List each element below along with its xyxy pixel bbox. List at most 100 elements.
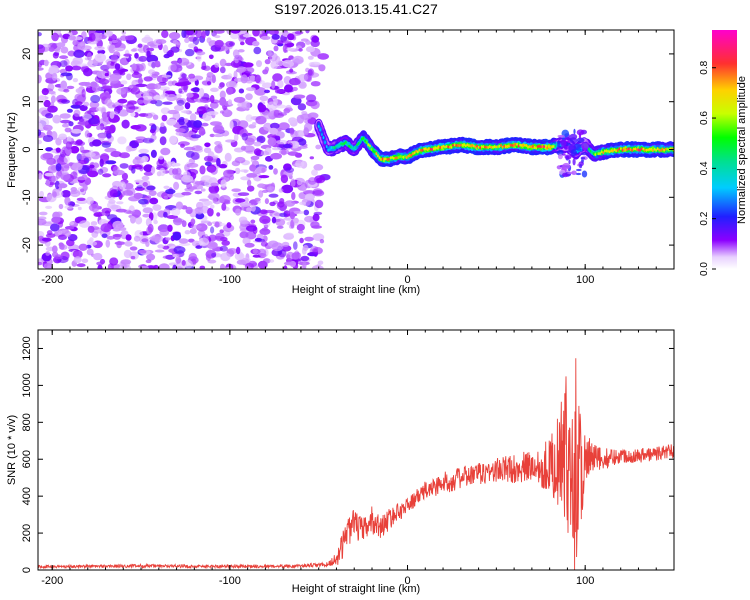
- ridge-cell: [466, 143, 469, 147]
- noise-blob: [236, 246, 241, 255]
- ridge-cell: [591, 150, 593, 154]
- noise-blob: [205, 254, 211, 261]
- ridge-cell: [599, 152, 601, 155]
- noise-blob: [202, 112, 212, 122]
- noise-blob: [188, 43, 196, 49]
- noise-blob: [226, 169, 234, 175]
- noise-blob: [109, 189, 118, 198]
- noise-blob: [219, 196, 225, 203]
- spectrogram-ytick-label: -20: [21, 237, 33, 253]
- ridge-scatter: [562, 162, 571, 170]
- noise-blob: [184, 48, 195, 57]
- noise-blob: [214, 39, 224, 48]
- noise-blob: [234, 167, 241, 175]
- noise-blob: [278, 249, 287, 258]
- ridge-cell: [623, 147, 625, 151]
- noise-blob: [48, 67, 59, 75]
- noise-blob: [227, 73, 233, 80]
- noise-blob: [247, 185, 255, 192]
- noise-blob: [58, 234, 67, 240]
- noise-blob: [150, 100, 158, 105]
- noise-blob: [86, 248, 94, 256]
- noise-blob: [283, 108, 291, 114]
- noise-blob: [250, 204, 256, 212]
- noise-blob: [101, 142, 112, 148]
- ridge-cell: [516, 142, 518, 146]
- noise-blob: [303, 190, 315, 195]
- noise-blob: [226, 222, 232, 229]
- noise-blob: [304, 236, 314, 242]
- noise-blob: [240, 145, 246, 151]
- noise-blob: [287, 33, 295, 41]
- noise-blob: [227, 99, 233, 106]
- ridge-cell: [667, 148, 670, 152]
- snr-ytick-label: 1200: [21, 336, 33, 360]
- ridge-cell: [389, 156, 392, 160]
- noise-blob: [188, 78, 198, 82]
- noise-blob: [148, 69, 156, 75]
- noise-blob: [136, 185, 143, 189]
- noise-blob: [269, 201, 276, 207]
- noise-blob: [176, 94, 182, 99]
- noise-blob: [55, 163, 62, 172]
- noise-blob: [88, 33, 96, 42]
- noise-blob: [179, 242, 191, 246]
- noise-blob: [271, 242, 284, 252]
- noise-blob: [286, 47, 295, 51]
- ridge-cell: [482, 145, 485, 149]
- ridge-cell: [332, 145, 334, 149]
- noise-blob: [151, 74, 159, 78]
- noise-blob: [300, 38, 309, 42]
- noise-blob: [207, 222, 213, 226]
- noise-blob: [117, 109, 129, 117]
- noise-blob: [90, 221, 98, 226]
- ridge-scatter: [581, 142, 589, 150]
- noise-blob: [285, 167, 295, 173]
- noise-blob: [110, 54, 118, 63]
- noise-blob: [252, 248, 259, 254]
- ridge-cell: [618, 147, 621, 151]
- ridge-cell: [616, 148, 619, 152]
- ridge-cell: [533, 146, 536, 149]
- noise-blob: [73, 49, 85, 58]
- noise-blob: [172, 231, 182, 241]
- noise-blob: [214, 185, 219, 192]
- noise-blob: [159, 125, 167, 134]
- noise-blob: [38, 129, 42, 136]
- noise-blob: [145, 241, 150, 247]
- ridge-cell: [327, 148, 330, 152]
- noise-blob: [214, 35, 221, 39]
- ridge-scatter: [566, 150, 572, 153]
- noise-blob: [143, 164, 154, 173]
- ridge-cell: [416, 150, 419, 154]
- ridge-cell: [485, 145, 488, 149]
- ridge-cell: [596, 152, 598, 155]
- noise-blob: [108, 38, 113, 42]
- noise-blob: [99, 258, 106, 265]
- ridge-cell: [437, 145, 440, 149]
- ridge-cell: [408, 154, 411, 157]
- snr-ytick-label: 0: [21, 567, 33, 573]
- noise-blob: [225, 40, 235, 48]
- ridge-cell: [380, 158, 382, 161]
- snr-ytick-label: 800: [21, 413, 33, 431]
- noise-blob: [141, 175, 150, 181]
- ridge-cell: [330, 146, 333, 150]
- noise-blob: [229, 120, 234, 129]
- noise-blob: [72, 56, 83, 66]
- noise-blob: [45, 251, 50, 256]
- noise-blob: [101, 233, 108, 239]
- ridge-cell: [375, 152, 378, 156]
- noise-blob: [45, 147, 53, 152]
- noise-blob: [138, 148, 149, 154]
- noise-blob: [101, 85, 113, 90]
- noise-blob: [113, 169, 125, 176]
- ridge-scatter: [570, 149, 577, 157]
- noise-blob: [206, 37, 212, 44]
- noise-blob: [238, 88, 245, 94]
- noise-blob: [299, 237, 304, 244]
- noise-blob: [43, 124, 53, 131]
- noise-blob: [135, 136, 146, 140]
- noise-blob: [252, 122, 257, 126]
